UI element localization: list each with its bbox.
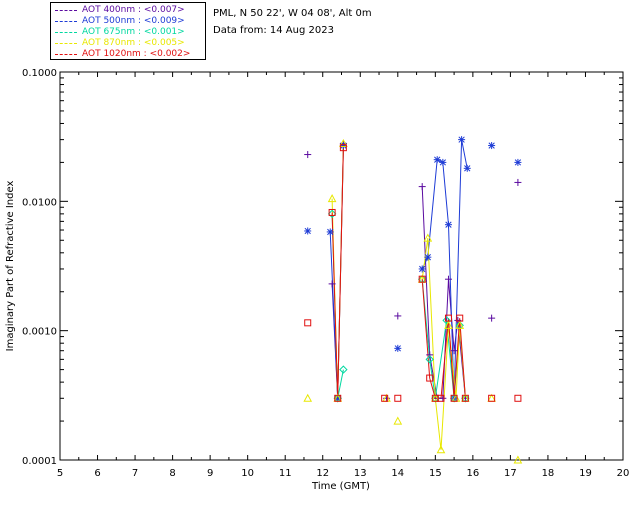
x-tick-label: 20 [617,468,630,479]
data-point-diamond [442,316,451,325]
legend-swatch-1020nm [55,54,77,55]
x-tick-label: 12 [316,468,329,479]
data-point-square [418,275,426,283]
legend-swatch-870nm [55,43,77,44]
data-point-square [426,374,434,382]
legend-swatch-500nm [55,21,77,22]
data-point-asterisk [458,136,466,144]
data-point-triangle [455,320,465,329]
data-point-asterisk [418,265,426,273]
data-point-square [334,394,342,402]
data-point-triangle [444,320,453,329]
data-point-square [450,394,458,402]
x-axis-label: Time (GMT) [311,481,370,492]
data-point-triangle [513,455,523,464]
data-point-square [394,394,402,402]
x-tick-label: 9 [207,468,213,479]
data-point-square [339,144,347,152]
legend-item-500nm: AOT 500nm : <0.009> [55,16,205,27]
series-lines [329,139,468,450]
data-point-plus [304,151,312,159]
data-point-plus [418,183,426,191]
data-point-asterisk [433,156,441,164]
x-tick-label: 13 [354,468,367,479]
legend-item-675nm: AOT 675nm : <0.001> [55,27,205,38]
data-point-triangle [327,194,337,203]
data-point-asterisk [463,164,471,172]
x-tick-label: 16 [466,468,479,479]
data-point-asterisk [394,344,402,352]
y-axis-label: Imaginary Part of Refractive Index [5,181,16,352]
x-tick-label: 5 [57,468,63,479]
data-point-square [444,314,452,322]
legend-label-675nm: AOT 675nm : <0.001> [82,27,185,37]
data-point-asterisk [326,228,334,236]
data-point-diamond [327,209,337,219]
series-line [421,238,466,450]
data-point-triangle [303,393,313,402]
series-markers [303,136,523,464]
date-info: Data from: 14 Aug 2023 [213,25,334,36]
y-tick-label: 0.0100 [22,197,57,208]
legend-label-400nm: AOT 400nm : <0.007> [82,5,185,15]
data-point-diamond [425,355,434,364]
x-tick-label: 18 [542,468,555,479]
data-point-asterisk [424,253,432,261]
y-axis: 0.0001 0.0010 0.0100 0.1000 [22,68,623,467]
x-tick-label: 14 [391,468,404,479]
site-info: PML, N 50 22', W 04 08', Alt 0m [213,8,372,19]
plot-frame [59,71,624,461]
series-line [331,147,344,399]
data-point-square [304,319,312,327]
data-point-plus [450,347,458,355]
data-point-plus [488,314,496,322]
legend-item-400nm: AOT 400nm : <0.007> [55,5,205,16]
y-tick-label: 0.1000 [22,68,57,79]
data-point-asterisk [514,158,522,166]
data-point-triangle [436,445,446,454]
y-tick-label: 0.0010 [22,327,57,338]
x-tick-label: 7 [132,468,138,479]
data-point-plus [454,316,462,324]
data-point-square [488,394,496,402]
data-point-square [328,208,336,216]
legend-swatch-675nm [55,32,77,33]
legend-label-1020nm: AOT 1020nm : <0.002> [82,49,191,59]
data-point-plus [444,275,452,283]
data-point-plus [514,178,522,186]
data-point-square [437,394,445,402]
data-point-triangle [339,138,348,148]
data-point-square [514,394,522,402]
data-point-plus [394,312,402,320]
legend: AOT 400nm : <0.007> AOT 500nm : <0.009> … [50,2,206,60]
legend-item-870nm: AOT 870nm : <0.005> [55,38,205,49]
data-point-plus [426,351,434,359]
x-tick-label: 8 [169,468,175,479]
data-point-square [461,394,469,402]
legend-item-1020nm: AOT 1020nm : <0.002> [55,49,205,60]
data-point-asterisk [439,158,447,166]
data-point-diamond [339,365,348,374]
data-point-plus [439,394,447,402]
x-tick-label: 19 [579,468,592,479]
x-tick-label: 11 [279,468,292,479]
data-point-asterisk [304,227,312,235]
data-point-asterisk [488,142,496,150]
legend-label-500nm: AOT 500nm : <0.009> [82,16,185,26]
data-point-square [456,314,464,322]
data-point-triangle [393,416,403,425]
x-tick-label: 10 [241,468,254,479]
data-point-square [381,394,389,402]
y-tick-label: 0.0001 [22,456,57,467]
x-axis: 5 6 7 8 9 10 11 12 13 14 15 16 17 18 19 20 [57,72,630,479]
x-tick-label: 15 [429,468,442,479]
data-point-asterisk [444,221,452,229]
data-point-plus [328,280,336,288]
x-tick-label: 6 [94,468,100,479]
legend-swatch-400nm [55,10,77,11]
data-point-triangle [423,233,433,242]
x-tick-label: 17 [504,468,517,479]
legend-label-870nm: AOT 870nm : <0.005> [82,38,185,48]
